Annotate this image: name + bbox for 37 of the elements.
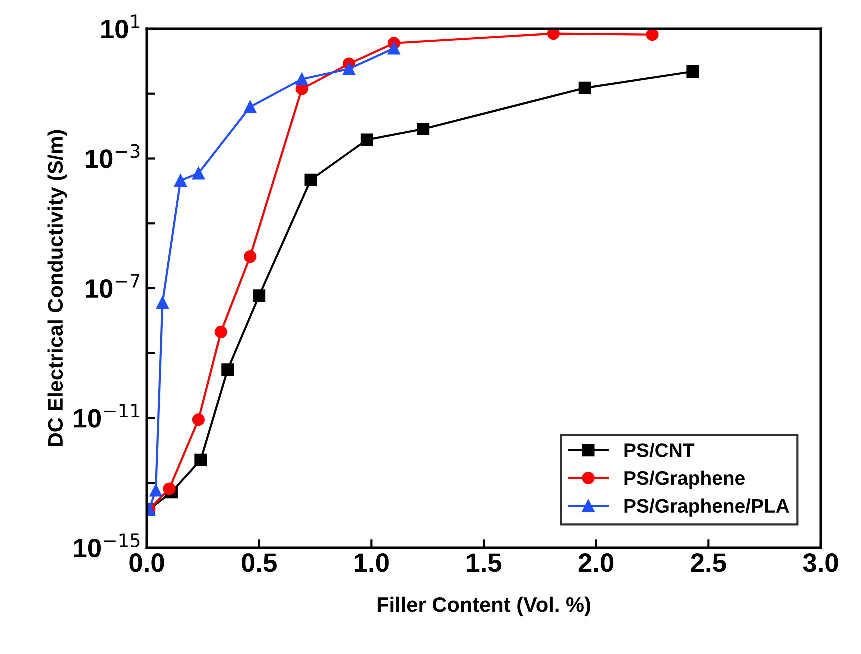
point [156, 296, 169, 310]
y-tick-label: 10$^{−7}$ [86, 274, 140, 298]
point [360, 134, 374, 146]
point [578, 82, 592, 94]
x-tick-label: 2.5 [691, 554, 726, 572]
point [163, 482, 176, 496]
x-tick-label: 3.0 [803, 554, 838, 572]
x-tick-label: 1.0 [354, 554, 389, 572]
legend-label: PS/Graphene [624, 470, 745, 490]
point [417, 123, 430, 136]
point [304, 174, 318, 186]
point [253, 290, 266, 302]
x-tick-label: 2.0 [578, 554, 614, 572]
point [244, 100, 257, 114]
y-tick-label: 10$^{−11}$ [74, 404, 140, 428]
y-tick-label: 10$^{−3}$ [86, 144, 140, 168]
point [244, 250, 257, 264]
point [192, 414, 205, 426]
point [150, 484, 162, 497]
point [194, 454, 208, 466]
point [214, 326, 228, 338]
legend-label: PS/Graphene/PLA [624, 498, 790, 517]
point [192, 167, 205, 180]
point [222, 364, 234, 376]
x-tick-label: 0.5 [242, 554, 277, 572]
x-axis-title: Filler Content (Vol. %) [378, 596, 590, 616]
point [686, 66, 700, 78]
y-axis-title: DC Electrical Conductivity (S/m) [48, 130, 68, 446]
legend-label: PS/CNT [624, 443, 695, 458]
point [547, 29, 560, 40]
point [296, 73, 308, 86]
y-tick-label: 10$^{1}$ [102, 14, 140, 39]
x-tick-label: 1.5 [467, 554, 502, 572]
point [174, 174, 187, 187]
point [342, 62, 356, 76]
point [646, 29, 659, 42]
point [388, 42, 400, 55]
